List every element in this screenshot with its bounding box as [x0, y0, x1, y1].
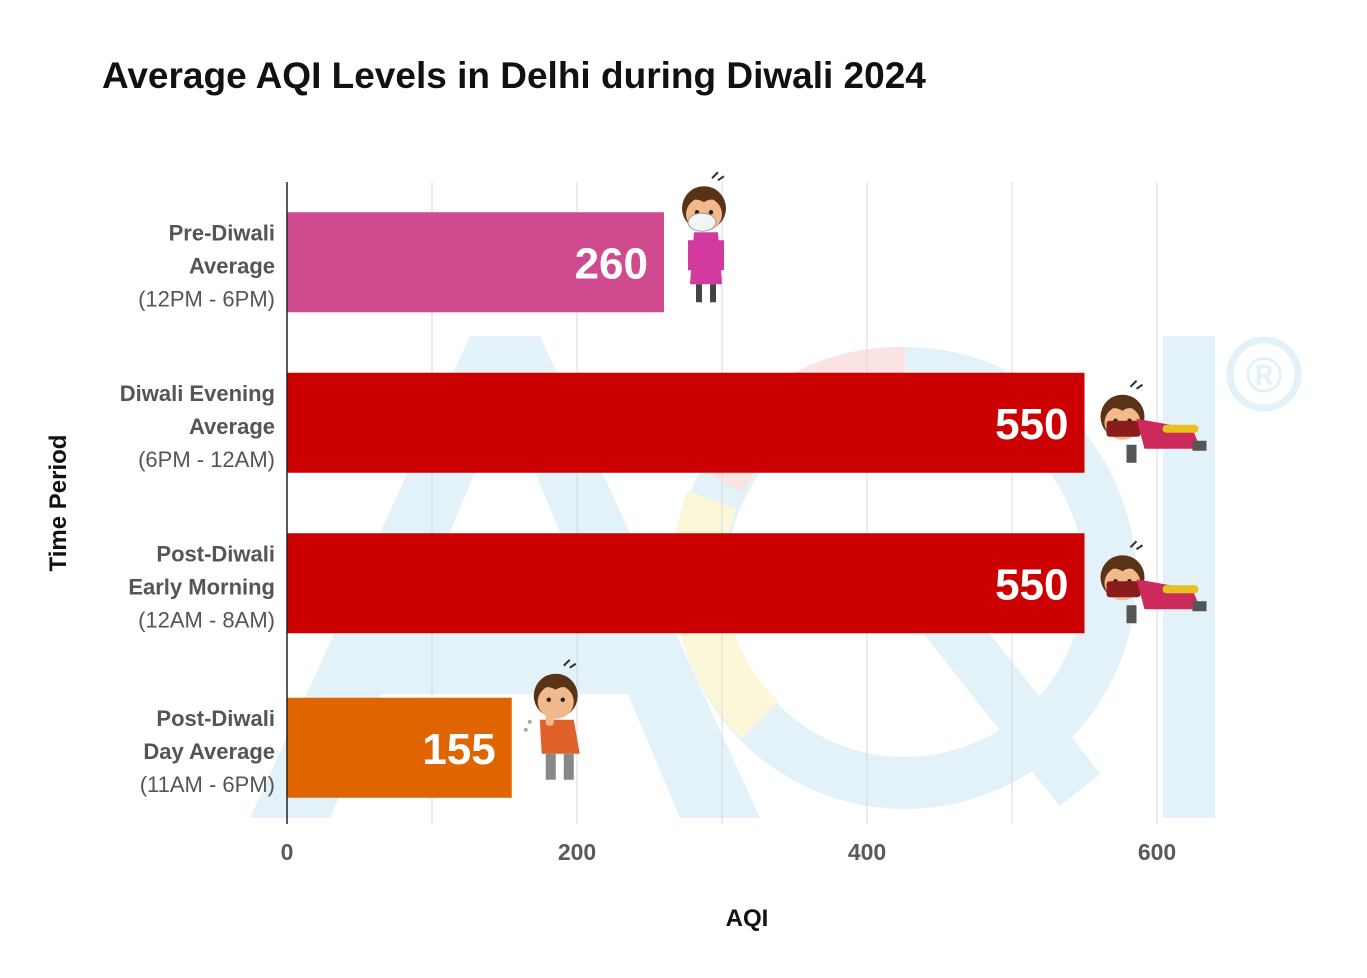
chart-title: Average AQI Levels in Delhi during Diwal… [102, 55, 926, 96]
category-label-period: (11AM - 6PM) [140, 772, 275, 797]
category-label-line: Post-Diwali [156, 706, 275, 731]
bar-value-label: 550 [995, 400, 1068, 449]
category-label-line: Early Morning [128, 574, 275, 599]
x-axis-label: AQI [726, 905, 769, 932]
category-label-line: Post-Diwali [156, 541, 275, 566]
category-label: Diwali Evening Average (6PM - 12AM) [120, 381, 275, 472]
category-label: Post-Diwali Day Average (11AM - 6PM) [140, 706, 275, 797]
category-label-period: (6PM - 12AM) [138, 447, 275, 472]
category-label: Pre-Diwali Average (12PM - 6PM) [138, 220, 275, 311]
character-icons [523, 171, 1207, 780]
category-label-line: Pre-Diwali [169, 220, 275, 245]
category-label: Post-Diwali Early Morning (12AM - 8AM) [128, 541, 275, 632]
x-tick-label: 600 [1138, 839, 1176, 865]
bar-value-label: 155 [422, 725, 495, 774]
category-label-line: Day Average [143, 739, 275, 764]
watermark-registered: ® [1246, 347, 1283, 403]
watermark-letter-a [250, 336, 760, 818]
y-axis-label: Time Period [45, 435, 72, 572]
bars: 260 550 550 155 [287, 212, 1085, 798]
x-tick-label: 200 [558, 839, 596, 865]
category-label-period: (12PM - 6PM) [138, 286, 275, 311]
bar [287, 533, 1085, 634]
bar-value-label: 260 [575, 239, 648, 288]
bar [287, 372, 1085, 473]
collapsed-boy-icon [1100, 540, 1207, 624]
bar-value-label: 550 [995, 560, 1068, 609]
x-tick-label: 400 [848, 839, 886, 865]
x-tick-label: 0 [281, 839, 294, 865]
masked-boy-icon [682, 171, 726, 303]
category-label-line: Average [189, 414, 275, 439]
category-label-period: (12AM - 8AM) [138, 607, 275, 632]
bar [287, 212, 664, 313]
x-tick-labels: 0 200 400 600 [281, 839, 1177, 865]
watermark-letter-i [1163, 336, 1215, 818]
category-label-line: Average [189, 253, 275, 278]
coughing-boy-icon [523, 659, 580, 780]
category-label-line: Diwali Evening [120, 381, 275, 406]
collapsed-boy-icon [1100, 380, 1207, 463]
watermark-registered-circle [1226, 336, 1302, 412]
category-labels: Pre-Diwali Average (12PM - 6PM) Diwali Even… [120, 220, 275, 797]
bar [287, 697, 512, 798]
